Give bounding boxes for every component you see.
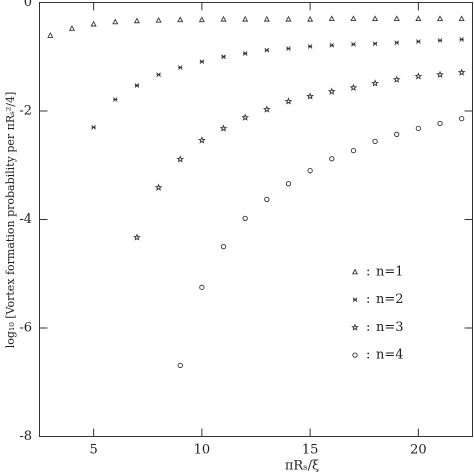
data-point	[349, 83, 358, 91]
data-point	[394, 40, 400, 45]
data-point	[199, 284, 205, 290]
data-point	[285, 15, 292, 22]
y-tick-label: -8	[19, 429, 32, 444]
data-point	[133, 17, 140, 24]
y-tick-label: -6	[19, 321, 32, 336]
data-point	[284, 97, 293, 105]
data-point	[307, 168, 313, 174]
data-point	[262, 105, 271, 113]
y-tick-label: 0	[24, 0, 32, 10]
y-axis-label: log₁₀ [Vortex formation probability per …	[4, 92, 17, 349]
data-point	[459, 37, 464, 42]
data-point	[307, 15, 314, 22]
data-point	[177, 65, 183, 70]
data-point	[219, 124, 228, 132]
data-point	[91, 124, 96, 130]
data-point	[350, 15, 357, 22]
data-point	[242, 215, 248, 222]
data-point	[263, 15, 270, 22]
data-point	[221, 54, 226, 60]
data-point	[392, 75, 401, 83]
data-point	[156, 72, 161, 77]
legend-label: n=3	[376, 320, 404, 335]
data-point	[372, 138, 378, 145]
legend-separator: :	[366, 292, 370, 307]
data-point	[264, 47, 270, 53]
data-point	[154, 183, 163, 191]
data-point	[112, 18, 119, 25]
data-point	[415, 15, 422, 22]
legend-marker	[352, 297, 358, 303]
data-point	[68, 25, 76, 31]
data-point	[47, 32, 54, 38]
data-point	[436, 70, 444, 78]
data-point	[220, 243, 227, 250]
data-point	[372, 41, 378, 47]
data-point	[198, 16, 205, 23]
data-point	[242, 15, 249, 22]
data-point	[436, 15, 444, 22]
legend-separator: :	[366, 265, 370, 280]
data-point	[328, 15, 335, 22]
x-axis-label: πRₛ/ξ	[285, 459, 319, 474]
data-point	[329, 43, 335, 48]
legend-marker	[352, 352, 358, 358]
x-tick-label: 20	[410, 443, 427, 458]
data-point	[351, 41, 356, 47]
data-point	[437, 120, 443, 127]
data-point	[286, 46, 291, 51]
data-point	[264, 196, 270, 203]
data-point	[177, 362, 183, 369]
data-point	[307, 44, 313, 49]
y-tick-label: -4	[19, 212, 32, 227]
data-point	[112, 97, 118, 102]
y-tick-label: -2	[19, 104, 32, 119]
data-point	[198, 136, 206, 144]
x-tick-label: 15	[302, 443, 319, 458]
x-tick-label: 5	[89, 443, 97, 458]
legend-label: n=2	[376, 292, 404, 307]
data-point	[350, 147, 357, 154]
data-point	[415, 125, 422, 131]
data-point	[416, 39, 421, 44]
legend-separator: :	[366, 320, 370, 335]
data-point	[437, 38, 443, 43]
data-point	[285, 181, 292, 187]
legend-label: n=4	[376, 348, 404, 363]
data-point	[459, 115, 465, 122]
plot-frame	[39, 2, 473, 437]
legend-marker	[351, 268, 359, 275]
data-point	[177, 16, 184, 23]
data-point	[176, 155, 185, 163]
data-point	[393, 15, 400, 22]
data-point	[199, 59, 205, 64]
data-point	[457, 68, 466, 76]
data-point	[458, 15, 465, 22]
data-point	[90, 20, 97, 27]
data-point	[327, 87, 336, 95]
data-point	[414, 72, 423, 80]
legend-label: n=1	[376, 265, 404, 280]
data-point	[329, 156, 335, 162]
data-point	[220, 15, 227, 22]
data-point	[371, 79, 379, 87]
data-point	[133, 233, 141, 241]
data-point	[155, 16, 162, 23]
legend-marker	[351, 323, 359, 331]
data-point	[134, 83, 140, 88]
data-point	[242, 51, 248, 56]
data-point	[241, 113, 250, 121]
x-tick-label: 10	[194, 443, 211, 458]
data-point	[372, 15, 379, 22]
data-point	[394, 131, 400, 137]
legend-separator: :	[366, 348, 370, 363]
data-point	[306, 92, 314, 100]
